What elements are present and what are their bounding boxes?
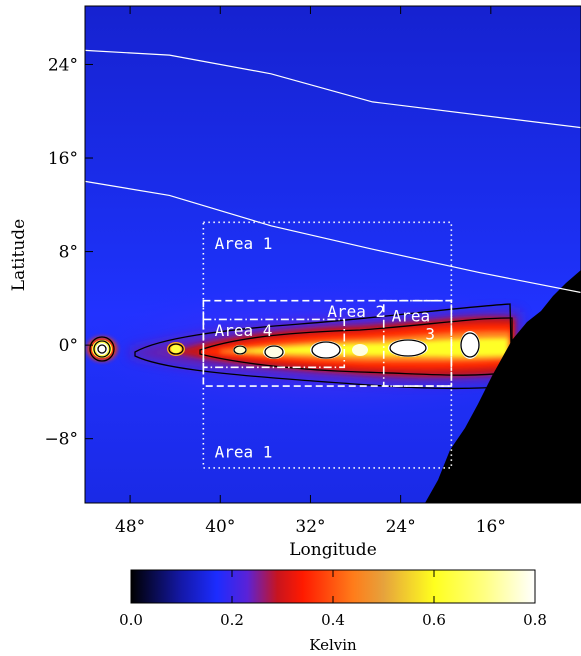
colorbar-tick-label: 0.8 bbox=[523, 611, 547, 629]
white-curve bbox=[85, 49, 581, 129]
colorbar-tick-label: 0.2 bbox=[220, 611, 244, 629]
area-label: 3 bbox=[425, 324, 435, 343]
x-axis-ticks: 48° 40° 32° 24° 16° bbox=[115, 6, 506, 537]
x-axis-title: Longitude bbox=[289, 540, 377, 560]
colorbar-ticks: 0.0 0.2 0.4 0.6 0.8 bbox=[119, 570, 547, 629]
y-tick-label: 0° bbox=[59, 336, 78, 356]
area-label: Area 2 bbox=[327, 302, 385, 321]
colorbar-title: Kelvin bbox=[309, 636, 357, 654]
y-tick-label: 16° bbox=[48, 149, 78, 169]
area-box-4 bbox=[202, 318, 346, 369]
x-tick-label: 16° bbox=[476, 517, 506, 537]
colorbar-tick-label: 0.4 bbox=[321, 611, 345, 629]
x-tick-label: 40° bbox=[205, 517, 235, 537]
y-tick-label: 8° bbox=[59, 243, 78, 263]
plot-frame bbox=[84, 5, 581, 504]
area-label: Area 1 bbox=[215, 234, 273, 253]
colorbar-tick-label: 0.0 bbox=[119, 611, 143, 629]
colorbar: 0.0 0.2 0.4 0.6 0.8 Kelvin bbox=[119, 569, 547, 654]
area-label: Area 1 bbox=[215, 442, 273, 461]
white-curves bbox=[85, 49, 581, 294]
y-tick-label: −8° bbox=[44, 430, 78, 450]
area-box-3 bbox=[382, 299, 453, 387]
area-label: Area 4 bbox=[215, 321, 273, 340]
unobserved-region bbox=[425, 270, 581, 503]
y-tick-label: 24° bbox=[48, 55, 78, 75]
y-axis-title: Latitude bbox=[9, 219, 29, 291]
y-axis-ticks: 24° 16° 8° 0° −8° bbox=[44, 55, 93, 450]
x-tick-label: 48° bbox=[115, 517, 145, 537]
colorbar-tick-label: 0.6 bbox=[422, 611, 446, 629]
white-curve bbox=[85, 180, 581, 294]
x-tick-label: 24° bbox=[386, 517, 416, 537]
area-label: Area bbox=[392, 307, 431, 326]
x-tick-label: 32° bbox=[295, 517, 325, 537]
